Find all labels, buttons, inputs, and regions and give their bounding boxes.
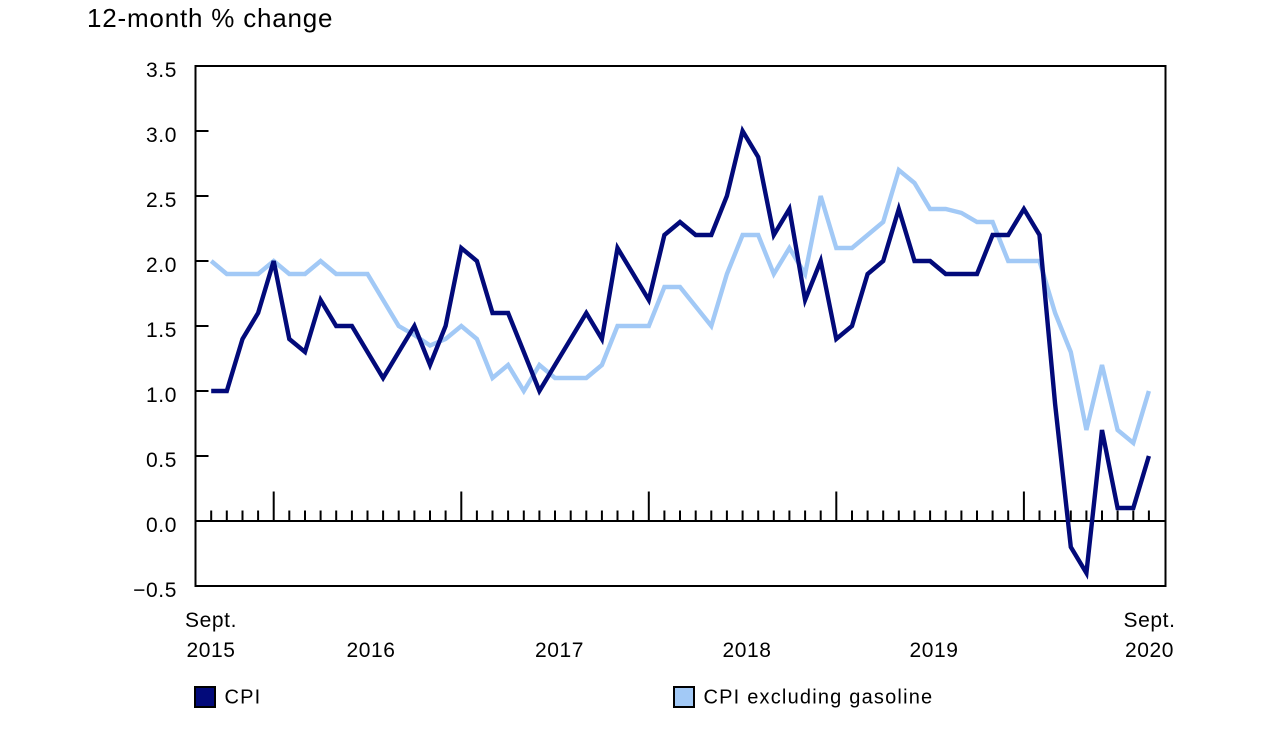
svg-text:−0.5: −0.5 [133, 579, 177, 602]
svg-text:Sept.: Sept. [185, 609, 237, 632]
svg-text:2.0: 2.0 [146, 254, 177, 277]
svg-text:2020: 2020 [1125, 639, 1174, 662]
svg-text:2017: 2017 [535, 639, 584, 662]
svg-text:Sept.: Sept. [1123, 609, 1175, 632]
svg-text:2015: 2015 [186, 639, 235, 662]
svg-text:2018: 2018 [722, 639, 771, 662]
svg-text:1.5: 1.5 [146, 319, 177, 342]
svg-text:0.5: 0.5 [146, 449, 177, 472]
svg-text:0.0: 0.0 [146, 514, 177, 537]
svg-text:12-month % change: 12-month % change [87, 3, 333, 33]
svg-text:1.0: 1.0 [146, 384, 177, 407]
svg-text:3.0: 3.0 [146, 124, 177, 147]
svg-text:CPI: CPI [225, 687, 262, 709]
svg-text:3.5: 3.5 [146, 59, 177, 82]
svg-text:CPI excluding gasoline: CPI excluding gasoline [704, 687, 934, 709]
svg-text:2016: 2016 [346, 639, 395, 662]
svg-text:2.5: 2.5 [146, 189, 177, 212]
svg-text:2019: 2019 [909, 639, 958, 662]
